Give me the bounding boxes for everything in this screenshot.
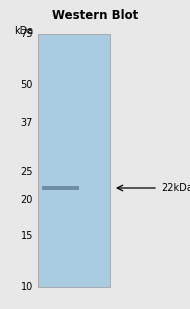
Text: 50: 50 — [21, 80, 33, 90]
Text: kDa: kDa — [14, 26, 33, 36]
Text: 15: 15 — [21, 231, 33, 241]
Text: Western Blot: Western Blot — [52, 9, 138, 22]
Text: 37: 37 — [21, 118, 33, 128]
Text: 20: 20 — [21, 195, 33, 205]
Text: 10: 10 — [21, 282, 33, 292]
Text: 75: 75 — [21, 29, 33, 39]
Bar — [42, 186, 79, 190]
Text: 22kDa: 22kDa — [161, 183, 190, 193]
Bar — [38, 34, 110, 287]
Text: 25: 25 — [21, 167, 33, 177]
